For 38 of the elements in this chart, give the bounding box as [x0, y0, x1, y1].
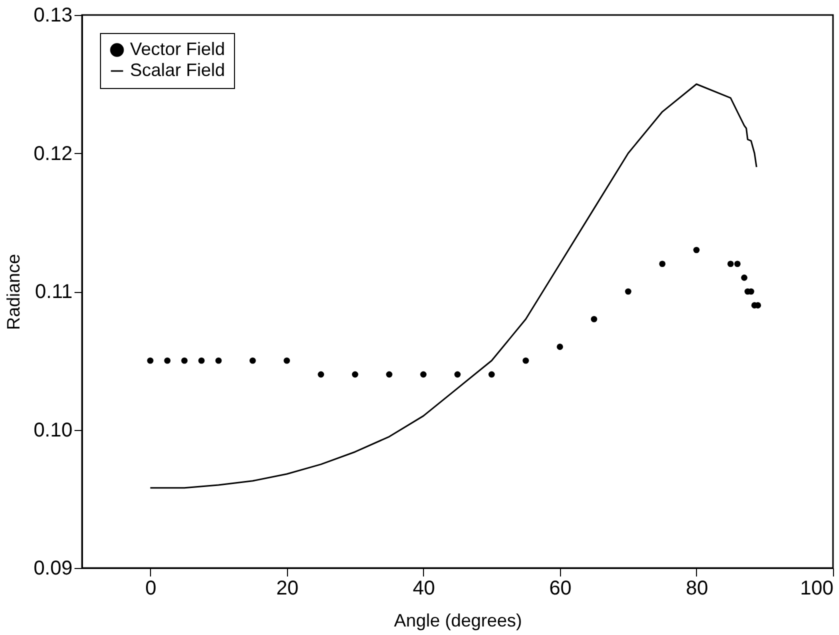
point: [556, 344, 564, 350]
x-tick-label: 20: [276, 578, 298, 600]
x-tick-label: 0: [145, 578, 156, 600]
legend-label: Scalar Field: [130, 60, 226, 80]
x-tick-label: 100: [800, 578, 834, 600]
point: [625, 288, 632, 295]
point: [181, 357, 188, 364]
x-axis-title: Angle (degrees): [394, 610, 522, 630]
point: [693, 246, 700, 254]
point: [284, 357, 290, 364]
point: [590, 316, 598, 322]
point: [454, 371, 461, 378]
point: [198, 357, 205, 364]
point: [488, 371, 495, 378]
point: [215, 357, 222, 364]
point: [420, 371, 427, 378]
point: [352, 371, 358, 378]
point: [164, 357, 171, 364]
point: [734, 260, 741, 268]
x-tick-label: 60: [549, 578, 572, 600]
y-tick-label: 0.13: [34, 4, 72, 26]
x-tick-label: 40: [412, 578, 435, 600]
point: [659, 260, 666, 268]
y-tick-label: 0.10: [34, 419, 72, 442]
point: [147, 357, 154, 364]
point: [318, 371, 324, 378]
y-tick-label: 0.12: [34, 142, 72, 165]
y-tick-label: 0.09: [34, 558, 72, 580]
x-tick-label: 80: [686, 578, 708, 600]
point: [386, 371, 392, 378]
y-axis-title: Radiance: [4, 254, 24, 330]
y-tick-label: 0.11: [35, 281, 72, 303]
point: [727, 260, 734, 268]
point: [250, 357, 256, 364]
point: [741, 274, 748, 281]
point: [522, 357, 529, 364]
line-series: [150, 83, 758, 489]
legend-label: Vector Field: [130, 39, 226, 59]
